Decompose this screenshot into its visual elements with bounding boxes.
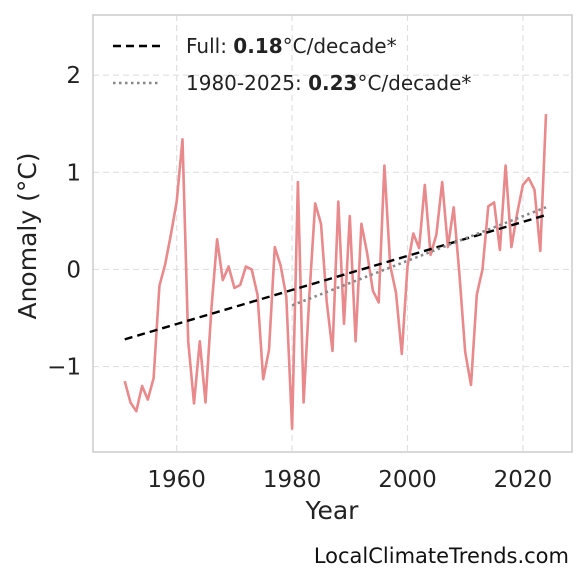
legend-label-suffix: °C/decade* bbox=[357, 71, 471, 95]
trend-line-recent bbox=[291, 206, 547, 307]
series-line bbox=[123, 114, 548, 431]
y-tick-label: 1 bbox=[66, 160, 81, 186]
trend-line-full bbox=[124, 213, 547, 341]
x-tick-label: 1960 bbox=[147, 467, 206, 493]
legend-label-prefix: 1980-2025: bbox=[186, 71, 308, 95]
legend: Full: 0.18°C/decade*1980-2025: 0.23°C/de… bbox=[113, 34, 471, 95]
legend-entry: Full: 0.18°C/decade* bbox=[186, 34, 397, 58]
series-layer bbox=[123, 114, 548, 431]
x-tick-label: 2000 bbox=[378, 467, 437, 493]
watermark: LocalClimateTrends.com bbox=[313, 544, 569, 568]
y-tick-label: 2 bbox=[66, 63, 81, 89]
y-axis-label: Anomaly (°C) bbox=[13, 152, 42, 319]
plot-frame bbox=[92, 14, 573, 453]
x-tick-label: 1980 bbox=[263, 467, 322, 493]
legend-label-suffix: °C/decade* bbox=[283, 34, 397, 58]
legend-label-value: 0.23 bbox=[308, 71, 357, 95]
trend-layer bbox=[124, 206, 547, 341]
tick-layer: 1960 1980 2000 2020 −1 0 1 2 bbox=[47, 63, 552, 493]
y-tick-label: 0 bbox=[66, 257, 81, 283]
legend-entry: 1980-2025: 0.23°C/decade* bbox=[186, 71, 471, 95]
legend-label-value: 0.18 bbox=[233, 34, 282, 58]
x-tick-label: 2020 bbox=[494, 467, 553, 493]
y-tick-label: −1 bbox=[47, 355, 81, 381]
x-axis-label: Year bbox=[305, 496, 360, 525]
legend-label-prefix: Full: bbox=[186, 34, 233, 58]
